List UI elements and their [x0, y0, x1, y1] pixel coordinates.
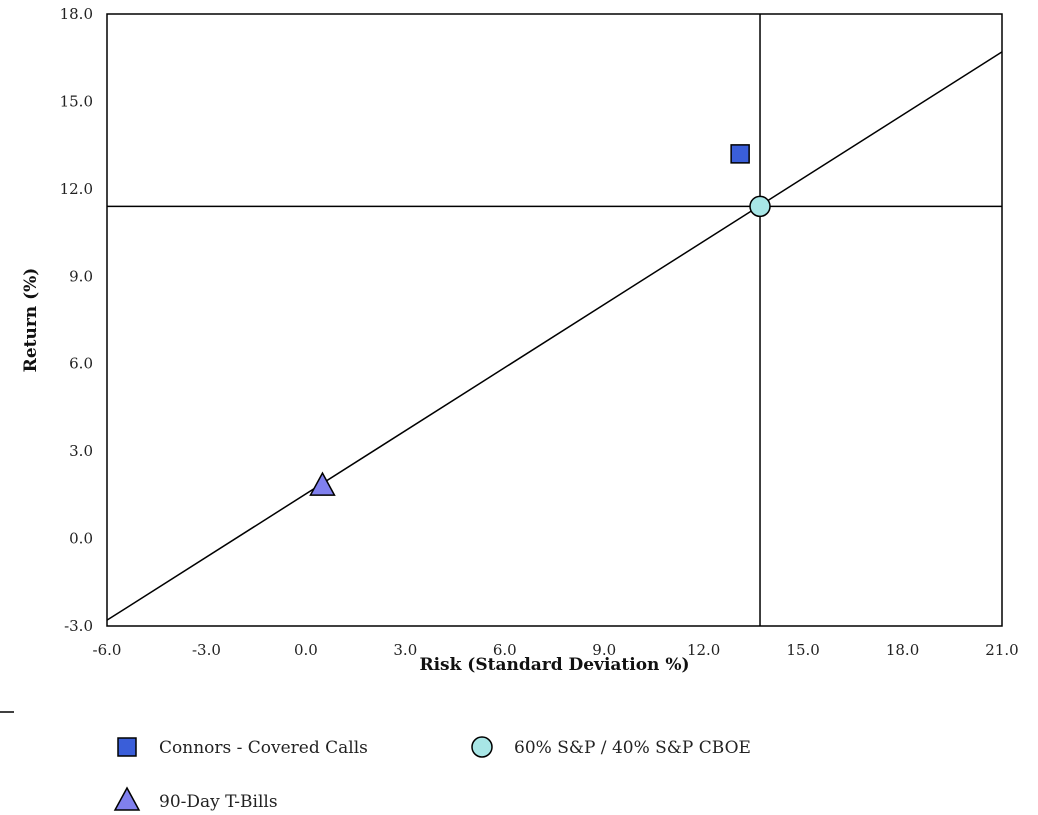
y-tick-label: 0.0: [69, 530, 93, 548]
legend-marker-square: [117, 737, 137, 757]
x-tick-label: 12.0: [687, 641, 720, 659]
data-points: [309, 144, 771, 496]
data-point-triangle: [309, 471, 336, 496]
y-tick-label: 12.0: [60, 180, 93, 198]
y-axis-title: Return (%): [21, 268, 41, 373]
x-tick-label: 21.0: [985, 641, 1018, 659]
legend-marker-circle: [471, 736, 493, 758]
data-point-circle: [749, 195, 771, 218]
x-tick-label: 15.0: [786, 641, 819, 659]
x-tick-label: 0.0: [294, 641, 318, 659]
y-axis-ticks: -3.0 0.0 3.0 6.0 9.0 12.0 15.0 18.0: [60, 5, 93, 635]
legend-label: Connors - Covered Calls: [159, 738, 368, 758]
y-tick-label: 15.0: [60, 92, 93, 110]
x-axis-ticks: -6.0 -3.0 0.0 3.0 6.0 9.0 12.0 15.0 18.0 21.0: [93, 641, 1019, 659]
x-tick-label: -6.0: [93, 641, 122, 659]
x-tick-label: 3.0: [393, 641, 417, 659]
x-tick-label: 9.0: [592, 641, 616, 659]
plot-area: [106, 13, 1003, 627]
legend-label: 60% S&P / 40% S&P CBOE: [514, 738, 751, 758]
legend: Connors - Covered Calls 60% S&P / 40% S&P…: [113, 736, 751, 812]
x-axis-title: Risk (Standard Deviation %): [419, 655, 689, 675]
capital-market-line: [106, 51, 1003, 621]
legend-label: 90-Day T-Bills: [159, 792, 278, 812]
x-tick-label: 18.0: [886, 641, 919, 659]
y-tick-label: 18.0: [60, 5, 93, 23]
legend-marker-triangle: [113, 786, 141, 811]
y-tick-label: 9.0: [69, 267, 93, 285]
y-tick-label: 6.0: [69, 355, 93, 373]
y-tick-label: -3.0: [64, 617, 93, 635]
x-tick-label: -3.0: [192, 641, 221, 659]
y-tick-label: 3.0: [69, 442, 93, 460]
x-tick-label: 6.0: [493, 641, 517, 659]
data-point-square: [730, 144, 750, 164]
